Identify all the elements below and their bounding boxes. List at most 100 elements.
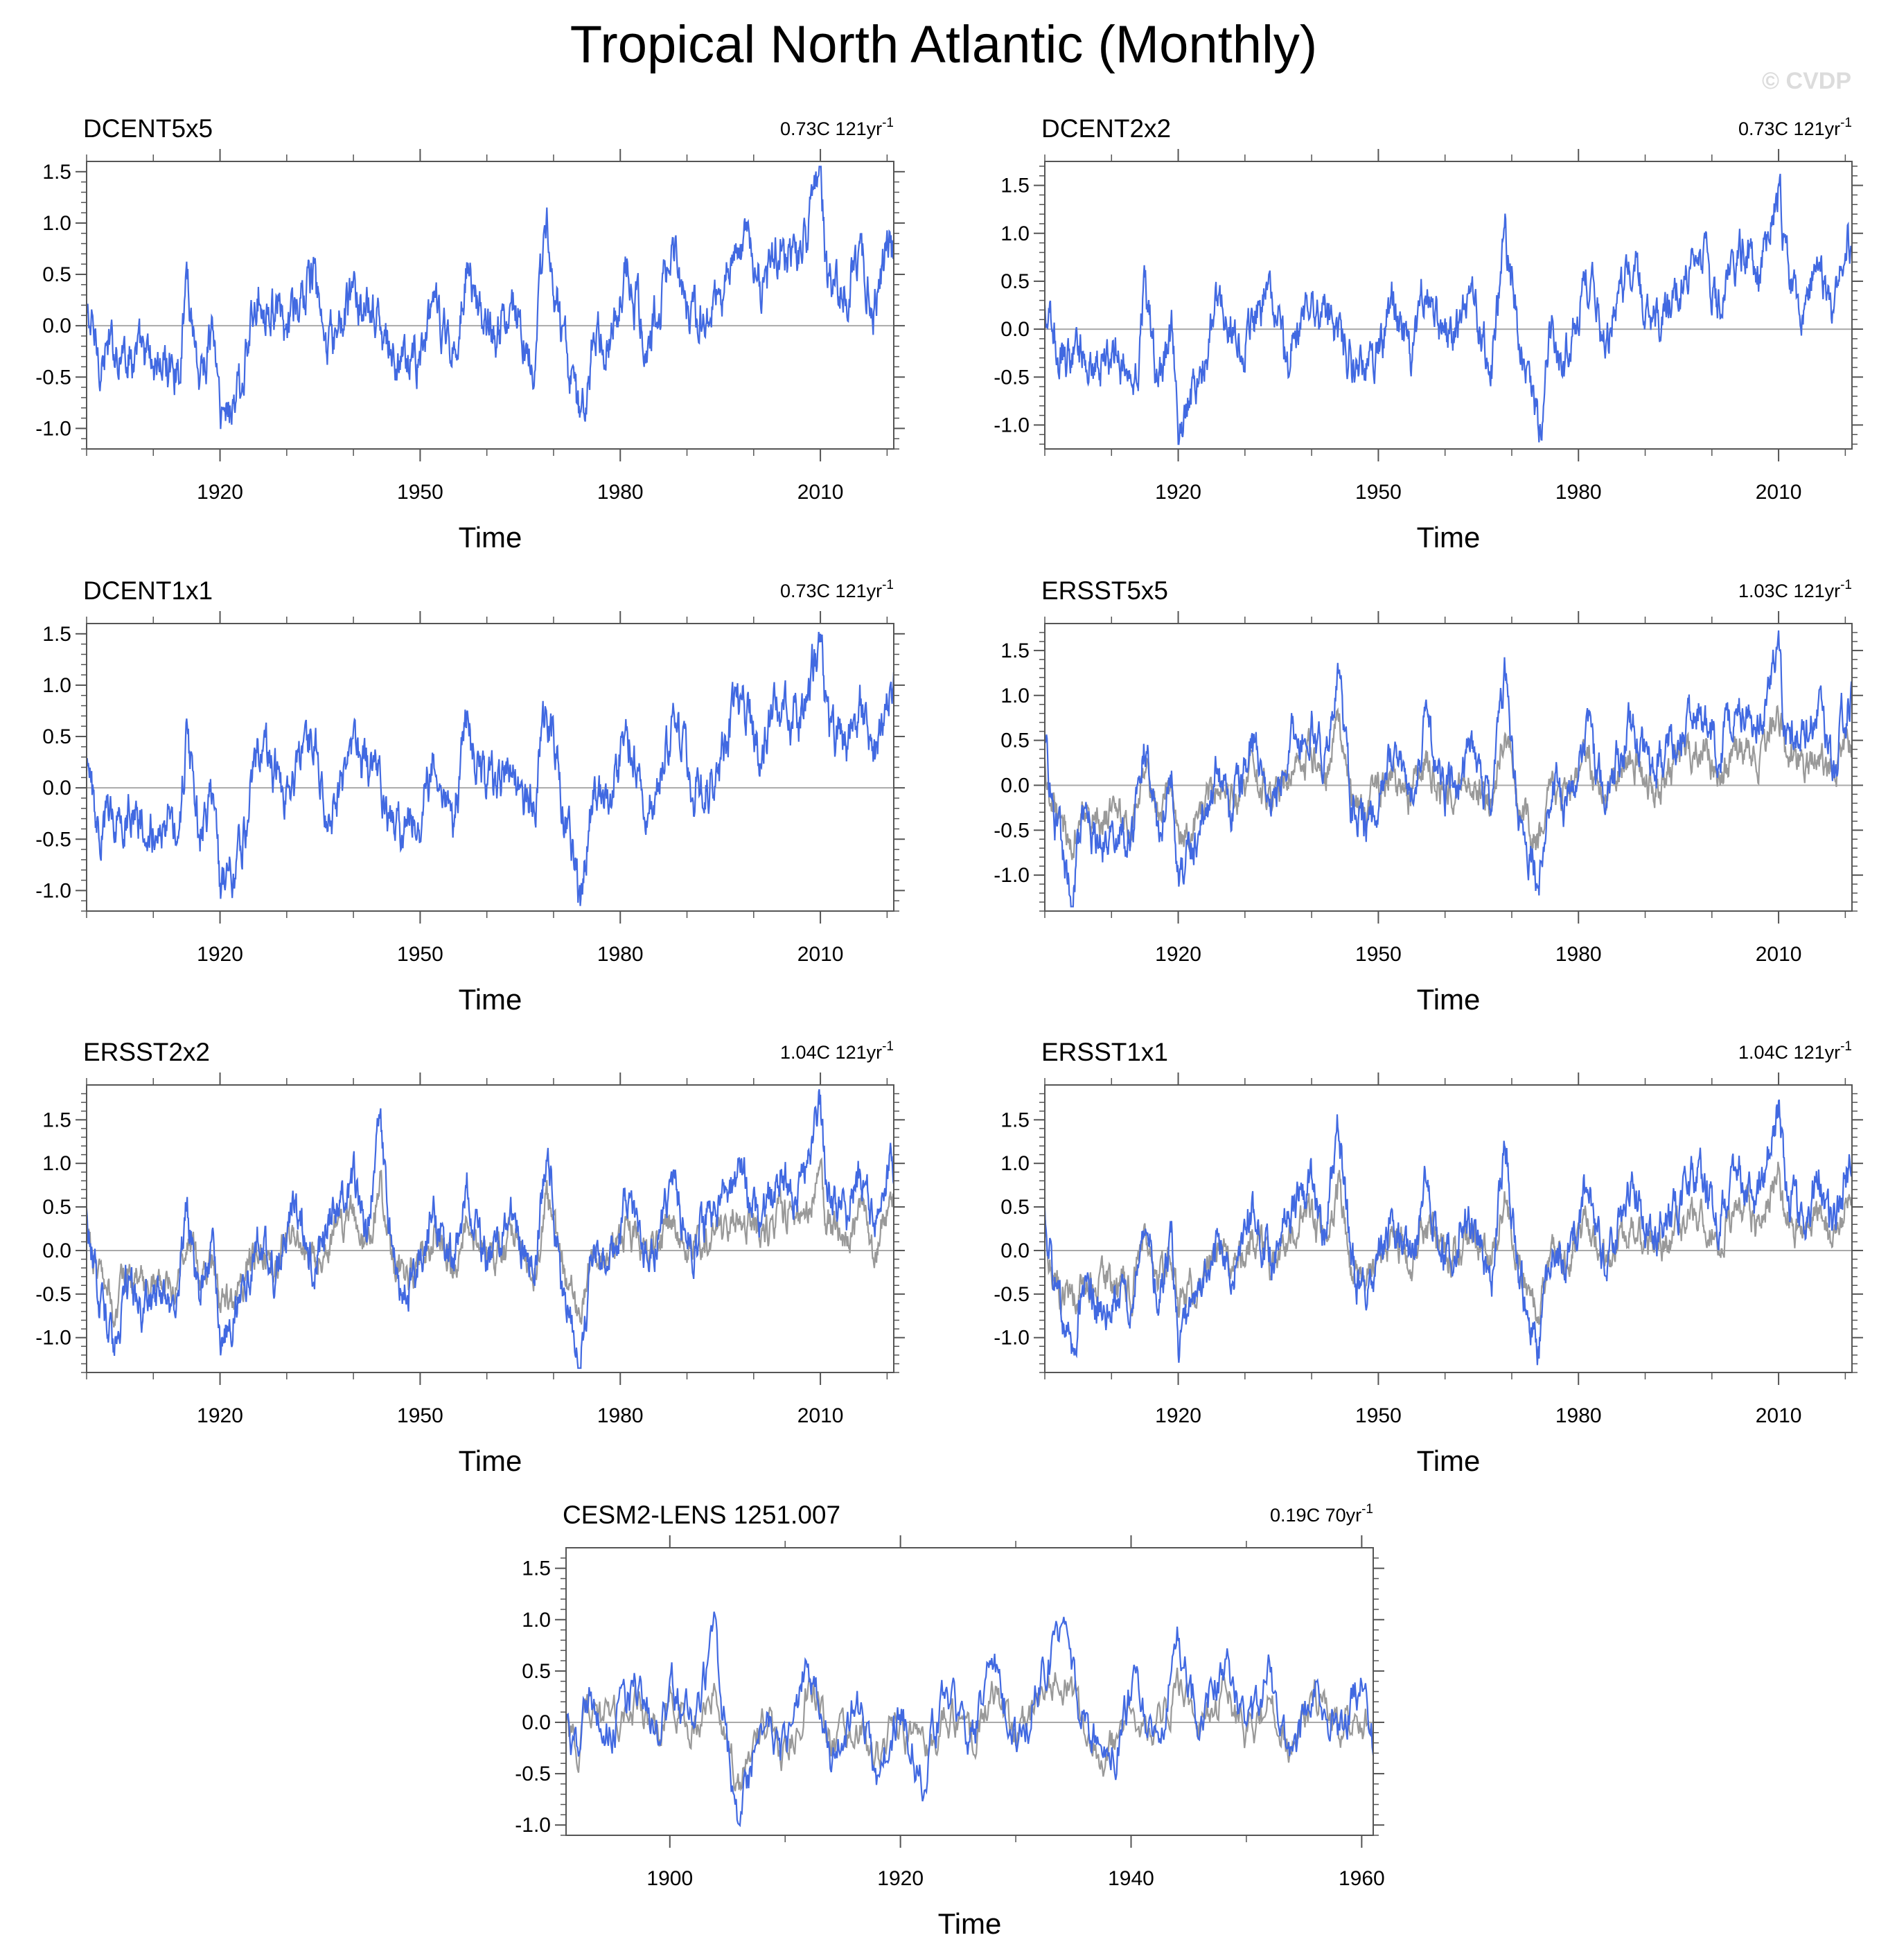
y-tick-label: 1.5 — [522, 1557, 551, 1580]
reference-series-line — [85, 1157, 895, 1328]
x-tick-label: 1980 — [597, 943, 644, 966]
y-tick-label: -1.0 — [994, 864, 1030, 887]
x-axis-title: Time — [1417, 1445, 1481, 1477]
x-tick-label: 1980 — [597, 481, 644, 504]
y-tick-label: 0.0 — [522, 1711, 551, 1734]
trend-label: 0.73C 121yr-1 — [780, 116, 894, 139]
series-line — [1044, 630, 1853, 908]
trend-label: 0.19C 70yr-1 — [1270, 1502, 1373, 1526]
plot-frame — [86, 1084, 894, 1373]
trend-label: 1.04C 121yr-1 — [780, 1039, 894, 1063]
y-tick-label: 1.0 — [1000, 1152, 1030, 1175]
y-tick-label: -1.0 — [35, 417, 71, 440]
chart-panel: CESM2-LENS 1251.007 0.19C 70yr-1 -1.0 -0.5 0… — [515, 1501, 1384, 1940]
chart-panel: DCENT1x1 0.73C 121yr-1 -1.0 -0.5 0.0 0.5 1.0 1.… — [35, 576, 905, 1016]
trend-label: 0.73C 121yr-1 — [1738, 116, 1852, 139]
x-tick-label: 2010 — [1756, 481, 1802, 504]
chart-panel: ERSST1x1 1.04C 121yr-1 -1.0 -0.5 0.0 0.5 1.0 1.… — [994, 1038, 1863, 1477]
y-tick-label: 0.0 — [1000, 774, 1030, 797]
plot-frame — [86, 161, 894, 450]
x-tick-label: 1920 — [877, 1867, 924, 1890]
x-tick-label: 1980 — [597, 1404, 644, 1427]
y-tick-label: 1.5 — [1000, 1109, 1030, 1131]
y-tick-label: 1.0 — [1000, 222, 1030, 245]
x-axis-title: Time — [938, 1907, 1002, 1940]
y-tick-label: 1.5 — [1000, 639, 1030, 662]
y-tick-label: 0.0 — [42, 1239, 71, 1262]
y-tick-label: -0.5 — [35, 1283, 71, 1306]
trend-label: 0.73C 121yr-1 — [780, 578, 894, 601]
x-tick-label: 1920 — [197, 1404, 243, 1427]
y-tick-label: 1.0 — [1000, 685, 1030, 707]
x-tick-label: 1950 — [1355, 1404, 1402, 1427]
chart-panel: DCENT5x5 0.73C 121yr-1 -1.0 -0.5 0.0 0.5 1.0 1.… — [35, 114, 905, 554]
y-tick-label: 0.5 — [42, 1196, 71, 1219]
x-axis-title: Time — [1417, 983, 1481, 1016]
y-tick-label: 1.0 — [42, 674, 71, 697]
plot-frame — [1044, 1084, 1853, 1373]
series-line — [1043, 173, 1853, 445]
y-tick-label: -0.5 — [994, 819, 1030, 842]
panel-title: DCENT1x1 — [83, 576, 213, 605]
x-tick-label: 1900 — [646, 1867, 693, 1890]
x-axis-title: Time — [459, 983, 522, 1016]
watermark: © CVDP — [1762, 68, 1851, 94]
x-tick-label: 1980 — [1555, 1404, 1602, 1427]
series-line — [565, 1612, 1375, 1828]
reference-series-line — [565, 1667, 1375, 1792]
series-line — [85, 166, 895, 430]
x-axis-title: Time — [459, 1445, 522, 1477]
panel-title: ERSST2x2 — [83, 1038, 210, 1066]
panel-title: DCENT2x2 — [1041, 114, 1171, 143]
y-tick-label: 1.5 — [1000, 175, 1030, 197]
x-tick-label: 2010 — [797, 943, 844, 966]
panel-title: ERSST1x1 — [1041, 1038, 1168, 1066]
panel-title: CESM2-LENS 1251.007 — [563, 1501, 840, 1529]
x-tick-label: 2010 — [797, 481, 844, 504]
y-tick-label: -1.0 — [994, 414, 1030, 436]
y-tick-label: 0.5 — [1000, 730, 1030, 752]
figure-title: Tropical North Atlantic (Monthly) — [570, 15, 1317, 74]
x-tick-label: 1950 — [397, 943, 443, 966]
x-tick-label: 1920 — [1155, 1404, 1201, 1427]
y-tick-label: 0.5 — [1000, 270, 1030, 293]
y-tick-label: 1.0 — [42, 1152, 71, 1175]
y-tick-label: 1.5 — [42, 161, 71, 184]
y-tick-label: 0.0 — [42, 777, 71, 800]
series-line — [85, 632, 895, 906]
x-tick-label: 1950 — [1355, 481, 1402, 504]
chart-panel: ERSST5x5 1.03C 121yr-1 -1.0 -0.5 0.0 0.5 1.0 1.… — [994, 576, 1863, 1016]
x-tick-label: 1980 — [1555, 481, 1602, 504]
x-tick-label: 1920 — [197, 943, 243, 966]
reference-series-line — [1043, 1161, 1853, 1325]
panel-title: ERSST5x5 — [1041, 576, 1168, 605]
y-tick-label: -0.5 — [35, 828, 71, 851]
y-tick-label: 1.0 — [42, 212, 71, 235]
panel-title: DCENT5x5 — [83, 114, 213, 143]
y-tick-label: 0.0 — [1000, 1239, 1030, 1262]
y-tick-label: 1.5 — [42, 623, 71, 646]
x-tick-label: 1950 — [397, 1404, 443, 1427]
x-tick-label: 2010 — [797, 1404, 844, 1427]
y-tick-label: 0.5 — [522, 1660, 551, 1683]
x-tick-label: 1940 — [1108, 1867, 1154, 1890]
y-tick-label: -1.0 — [35, 879, 71, 902]
y-tick-label: -0.5 — [35, 366, 71, 389]
y-tick-label: 0.5 — [42, 725, 71, 748]
x-tick-label: 1950 — [1355, 943, 1402, 966]
x-tick-label: 2010 — [1756, 1404, 1802, 1427]
plot-frame — [1044, 161, 1853, 450]
x-tick-label: 1950 — [397, 481, 443, 504]
panels: DCENT5x5 0.73C 121yr-1 -1.0 -0.5 0.0 0.5 1.0 1.… — [35, 114, 1863, 1940]
trend-label: 1.03C 121yr-1 — [1738, 578, 1852, 601]
x-tick-label: 1920 — [197, 481, 243, 504]
y-tick-label: 1.5 — [42, 1109, 71, 1131]
x-axis-title: Time — [1417, 521, 1481, 554]
x-tick-label: 2010 — [1756, 943, 1802, 966]
y-tick-label: -1.0 — [515, 1814, 551, 1837]
y-tick-label: -0.5 — [515, 1763, 551, 1785]
y-tick-label: 0.5 — [1000, 1196, 1030, 1219]
y-tick-label: 0.0 — [42, 315, 71, 337]
chart-panel: ERSST2x2 1.04C 121yr-1 -1.0 -0.5 0.0 0.5 1.0 1.… — [35, 1038, 905, 1477]
